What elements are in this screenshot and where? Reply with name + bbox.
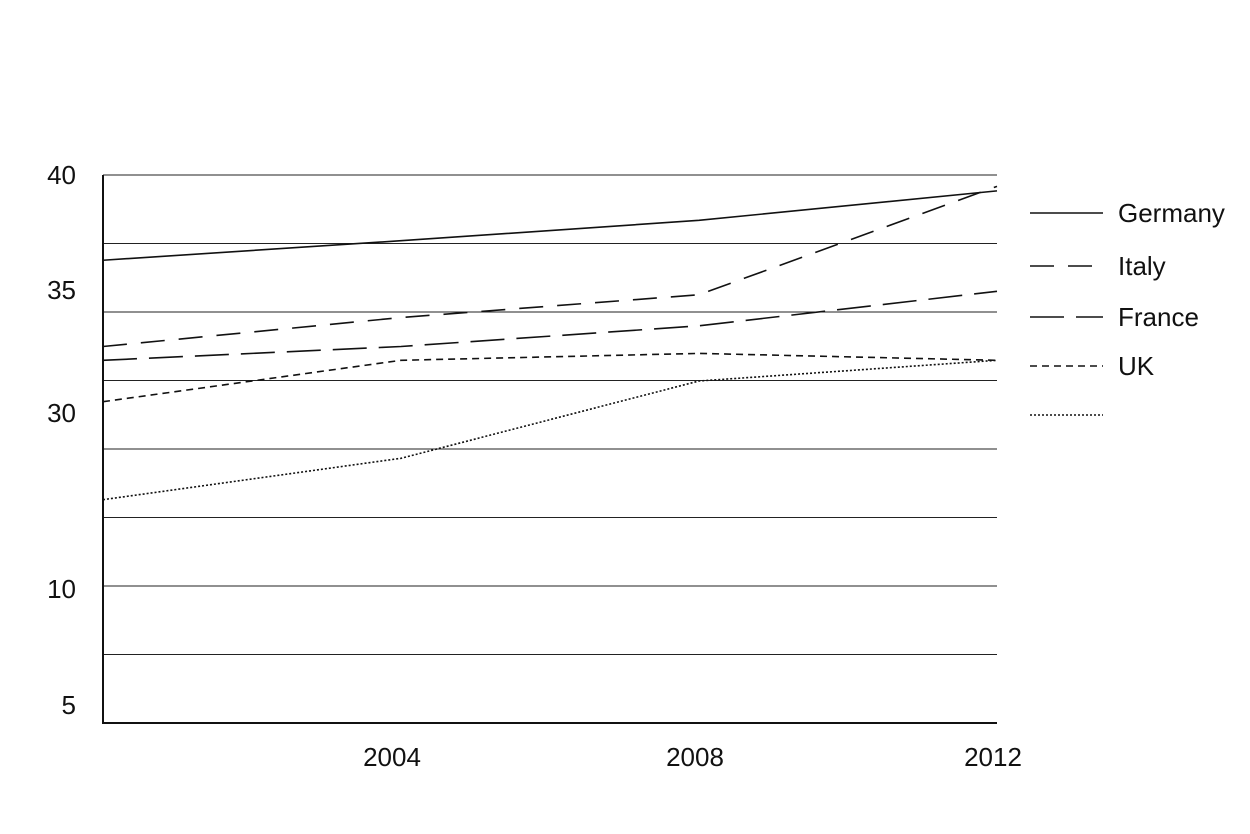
y-tick-label: 35	[47, 275, 76, 305]
series-line-france	[102, 290, 998, 362]
legend-label: Germany	[1118, 198, 1225, 228]
legend-label: Italy	[1118, 251, 1166, 281]
series-line-germany	[102, 190, 998, 262]
y-tick-label: 30	[47, 398, 76, 428]
series-line-unnamed	[102, 359, 998, 501]
series-lines	[102, 185, 998, 501]
legend-label: UK	[1118, 351, 1155, 381]
y-tick-label: 40	[47, 160, 76, 190]
legend: Germany Italy France UK	[1030, 198, 1225, 416]
grid	[103, 174, 997, 655]
axes	[102, 175, 997, 724]
series-line-italy	[102, 185, 998, 348]
y-tick-label: 10	[47, 574, 76, 604]
legend-label: France	[1118, 302, 1199, 332]
x-tick-labels: 2004 2008 2012	[363, 742, 1022, 772]
x-tick-label: 2008	[666, 742, 724, 772]
series-line-uk	[102, 352, 998, 403]
y-tick-label: 5	[62, 690, 76, 720]
x-tick-label: 2004	[363, 742, 421, 772]
x-tick-label: 2012	[964, 742, 1022, 772]
y-tick-labels: 40 35 30 10 5	[47, 160, 76, 720]
